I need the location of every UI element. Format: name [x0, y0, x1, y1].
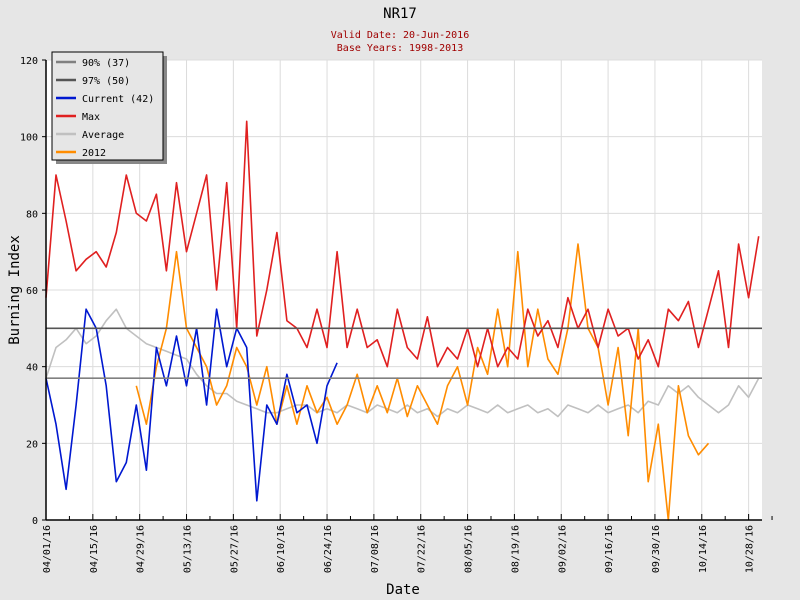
legend-label: 90% (37) — [82, 58, 130, 69]
series-line-2012 — [135, 243, 710, 521]
y-tick-label: 120 — [20, 56, 38, 67]
x-axis-label: Date — [386, 582, 420, 598]
x-tick-label: 07/08/16 — [370, 525, 381, 573]
y-axis-label: Burning Index — [7, 235, 23, 345]
chart-title: NR17 — [383, 6, 417, 22]
legend-label: Max — [82, 112, 100, 123]
series-layer — [45, 120, 762, 521]
y-tick-label: 60 — [26, 286, 38, 297]
y-tick-label: 40 — [26, 363, 38, 374]
legend-label: 97% (50) — [82, 76, 130, 87]
subtitle-base-years: Base Years: 1998-2013 — [337, 43, 463, 54]
y-tick-label: 0 — [32, 516, 38, 527]
y-tick-label: 100 — [20, 133, 38, 144]
x-tick-label: 06/24/16 — [323, 525, 334, 573]
x-tick-label: 05/13/16 — [183, 525, 194, 573]
x-tick-label: 08/19/16 — [510, 525, 521, 573]
series-line-average — [45, 308, 760, 418]
axes: 0 20 40 60 80 100 120 04/01/16 04/15/16 04/29/16 0… — [20, 56, 773, 573]
x-tick-label: 05/27/16 — [229, 525, 240, 573]
x-tick-label: 04/29/16 — [136, 525, 147, 573]
x-tick-label: 04/15/16 — [89, 525, 100, 573]
x-tick-label: 10/28/16 — [745, 525, 756, 573]
x-tick-label: 10/14/16 — [698, 525, 709, 573]
y-tick-label: 80 — [26, 209, 38, 220]
x-tick-label: 07/22/16 — [417, 525, 428, 573]
x-tick-label: 06/10/16 — [276, 525, 287, 573]
legend-label: Average — [82, 130, 124, 141]
x-tick-label: 04/01/16 — [42, 525, 53, 573]
series-line-current-42 — [45, 308, 338, 502]
legend-label: 2012 — [82, 148, 106, 159]
legend-label: Current (42) — [82, 94, 154, 105]
y-tick-label: 20 — [26, 439, 38, 450]
x-tick-label: 09/02/16 — [557, 525, 568, 573]
x-tick-label: 08/05/16 — [464, 525, 475, 573]
x-tick-label: 09/16/16 — [604, 525, 615, 573]
legend-box — [51, 51, 164, 161]
legend: 90% (37) 97% (50) Current (42) Max Average 20… — [51, 51, 167, 164]
x-tick-label: 09/30/16 — [651, 525, 662, 573]
subtitle-valid-date: Valid Date: 20-Jun-2016 — [331, 30, 469, 41]
